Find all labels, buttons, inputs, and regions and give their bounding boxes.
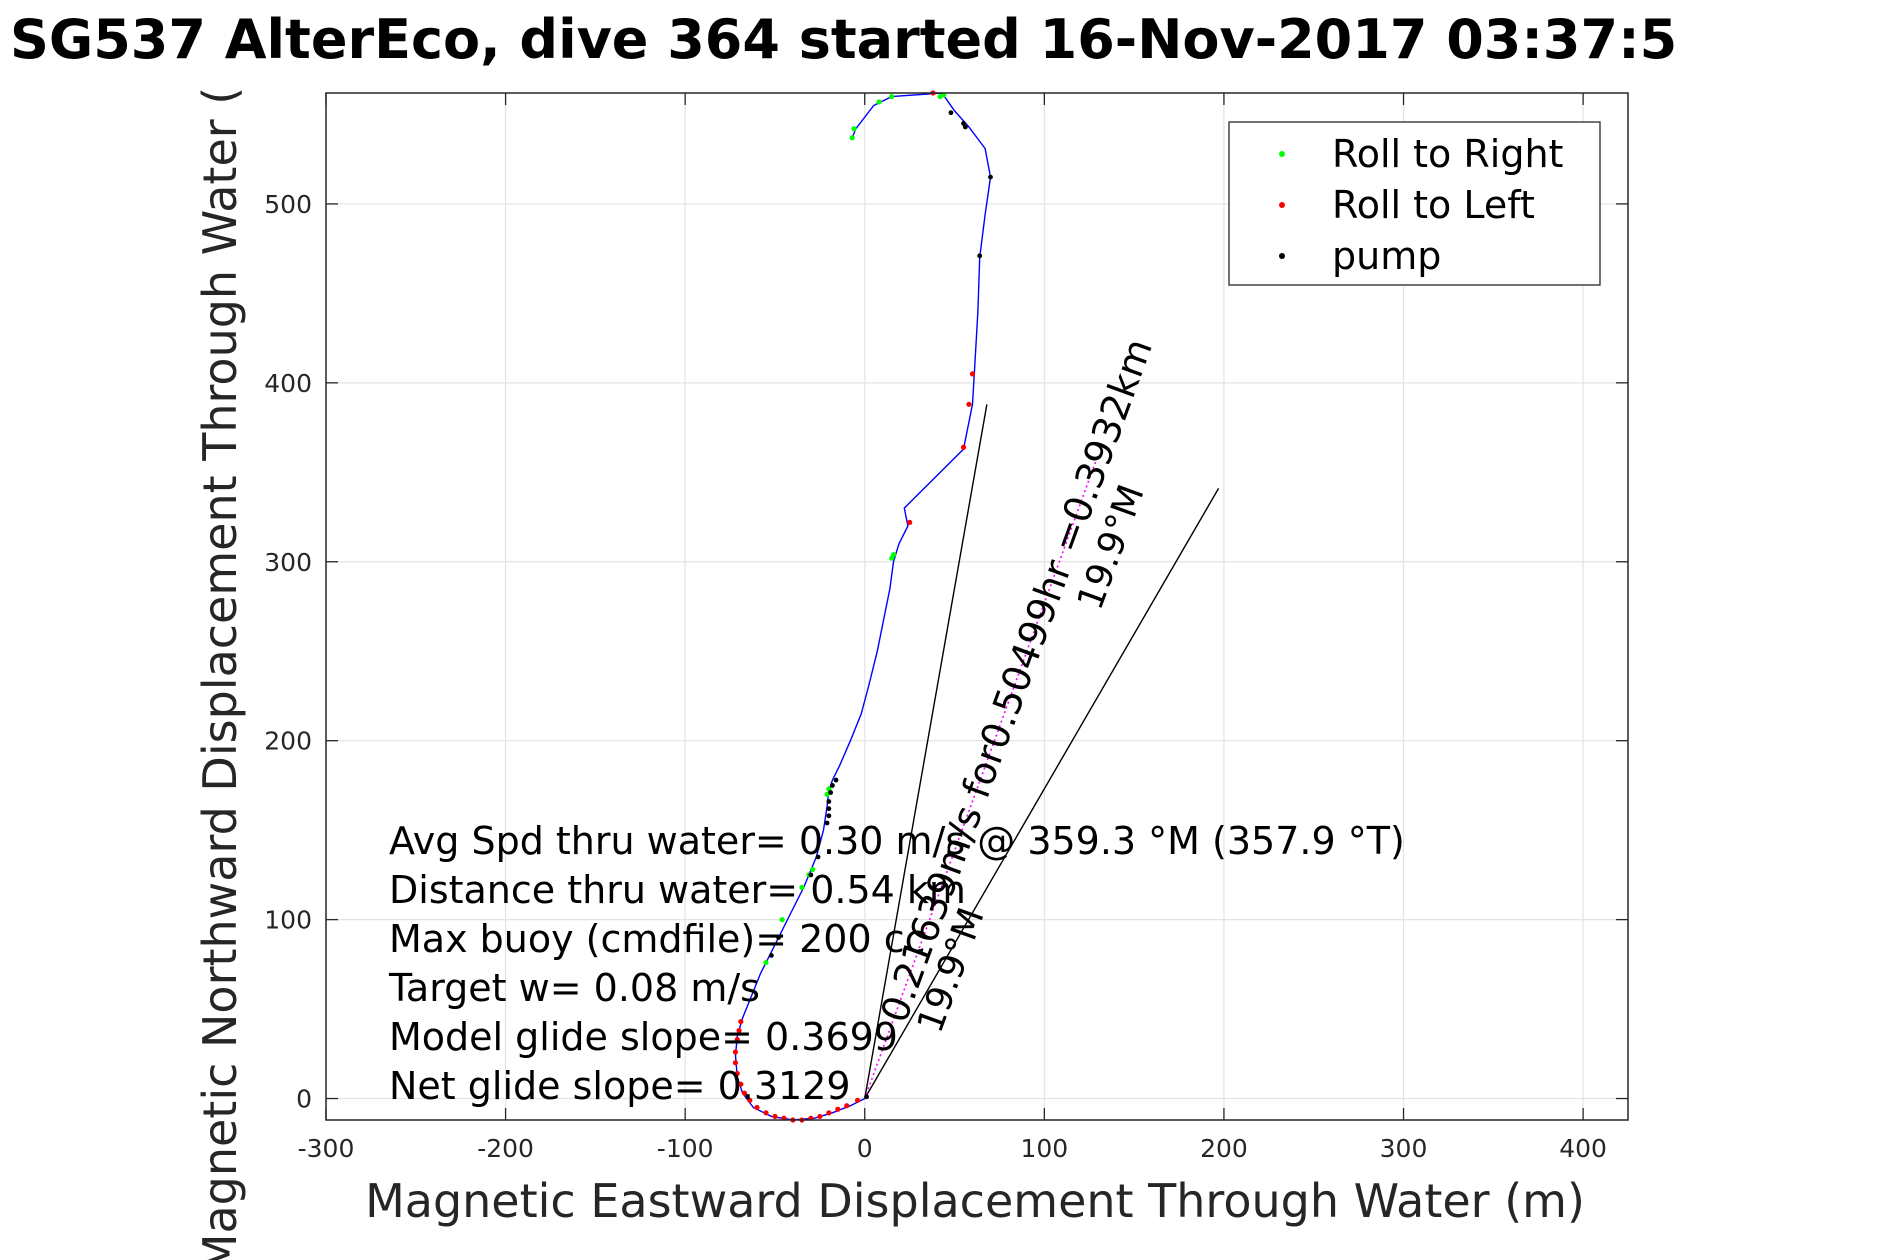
legend-marker [1279,202,1285,208]
x-axis-label: Magnetic Eastward Displacement Through W… [365,1174,1585,1228]
annotation-target-w: Target w= 0.08 m/s [388,966,760,1010]
roll-left-point [907,519,913,526]
pump-point [988,174,993,180]
x-tick-label: -300 [298,1134,355,1163]
roll-left-point [969,371,976,377]
roll-left-point [960,444,967,450]
direction-lines [864,404,1220,1099]
roll-right-point [849,135,855,141]
direction-line [864,404,988,1099]
roll-left-point [826,1110,832,1116]
roll-left-point [734,1070,740,1077]
roll-left-point [738,1018,744,1025]
roll-right-point [763,959,769,966]
roll-left-point [835,1106,841,1112]
roll-left-point [747,1097,753,1103]
direction-line [864,488,1220,1099]
legend-box [1228,121,1601,286]
roll-left-point [854,1097,861,1103]
chart-title: SG537 AlterEco, dive 364 started 16-Nov-… [10,8,1677,71]
pump-point [815,854,821,860]
legend-label: pump [1332,234,1441,278]
pump-point [961,121,966,126]
pump-point [962,124,968,130]
x-tick-label: -100 [657,1134,714,1163]
x-tick-label: 100 [1020,1134,1068,1163]
roll-right-point [889,93,895,100]
legend: Roll to Right Roll to Left pump [1228,121,1601,286]
pump-point [826,799,832,804]
x-tick-label: -200 [477,1134,534,1163]
annotation-net-slope: Net glide slope= 0.3129 [389,1064,851,1108]
roll-left-point [763,1110,769,1116]
y-tick-label: 100 [264,906,312,935]
pump-point [948,110,954,116]
roll-right-point [799,884,805,891]
pump-point [826,813,832,819]
pump-point [830,783,835,788]
roll-right-point [779,917,785,923]
legend-label: Roll to Left [1332,183,1535,227]
annotation-distance: Distance thru water= 0.54 km [389,868,966,912]
roll-right-point [810,866,816,873]
roll-left-point [736,1027,742,1034]
pump-point [808,872,814,878]
roll-left-point [754,1104,760,1111]
roll-left-point [741,1090,748,1096]
roll-left-point [734,1036,740,1043]
roll-left-point [844,1103,850,1109]
track-layer [734,92,992,1121]
y-tick-label: 500 [264,190,312,219]
annotation-avg-speed: Avg Spd thru water= 0.30 m/s @ 359.3 °M … [389,819,1405,863]
pump-point [776,935,781,940]
roll-right-point [890,552,897,558]
pump-point [833,777,839,783]
roll-right-point [876,99,882,105]
legend-label: Roll to Right [1332,132,1563,176]
y-axis-label: Magnetic Northward Displacement Through … [193,87,247,1260]
x-tick-label: 400 [1559,1134,1607,1163]
pump-point [824,820,830,826]
roll-left-point [772,1113,778,1120]
y-tick-label: 0 [296,1085,312,1114]
x-tick-label: 0 [857,1134,873,1163]
pump-point [864,1094,869,1100]
pump-point [826,806,832,812]
y-tick-label: 300 [264,548,312,577]
pump-point [977,253,983,259]
roll-left-point [732,1049,739,1055]
legend-marker [1279,151,1285,157]
roll-left-point [966,401,972,407]
plot-frame [325,92,1629,1121]
roll-right-point [851,126,857,132]
x-tick-label: 200 [1200,1134,1248,1163]
annotation-model-slope: Model glide slope= 0.3699 [389,1015,898,1059]
pump-point [828,790,834,795]
roll-left-point [738,1081,744,1087]
legend-marker [1279,253,1285,259]
pump-point [768,952,774,958]
roll-left-point [817,1113,823,1120]
annotation-max-buoy: Max buoy (cmdfile)= 200 cc [389,917,926,961]
y-tick-label: 400 [264,369,312,398]
track-line [734,92,992,1121]
roll-left-point [732,1060,739,1066]
x-tick-label: 300 [1380,1134,1428,1163]
axes: -300 -200 -100 0 100 200 300 400 0 100 200 300 400 50… [264,92,1629,1163]
current-vector [864,454,1099,1099]
y-tick-label: 200 [264,727,312,756]
